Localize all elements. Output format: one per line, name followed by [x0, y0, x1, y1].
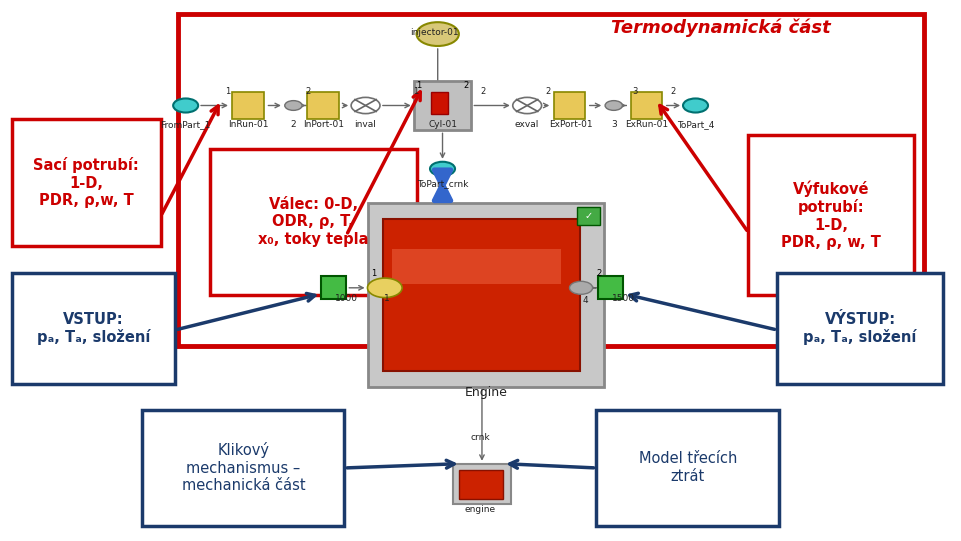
- Text: 2: 2: [463, 81, 468, 90]
- Circle shape: [430, 162, 455, 176]
- Text: crnk: crnk: [470, 433, 489, 441]
- Text: 1: 1: [412, 87, 418, 96]
- Text: Cyl-01: Cyl-01: [428, 120, 456, 129]
- Text: engine: engine: [464, 505, 495, 514]
- Text: 1: 1: [416, 81, 421, 90]
- Bar: [233, 92, 263, 119]
- Text: 3: 3: [631, 87, 637, 96]
- Circle shape: [569, 281, 592, 294]
- Text: 2: 2: [480, 87, 485, 96]
- Bar: [458, 470, 503, 499]
- Bar: [392, 249, 560, 284]
- Text: Sací potrubí:
1-D,
PDR, ρ,w, T: Sací potrubí: 1-D, PDR, ρ,w, T: [34, 157, 138, 208]
- Text: Model třecích
ztrát: Model třecích ztrát: [638, 452, 736, 484]
- Text: 1: 1: [383, 294, 389, 303]
- Text: InRun-01: InRun-01: [228, 120, 268, 129]
- FancyBboxPatch shape: [596, 410, 778, 526]
- Text: 2: 2: [545, 87, 551, 96]
- Circle shape: [416, 22, 458, 46]
- Bar: [630, 92, 661, 119]
- Text: Výfukové
potrubí:
1-D,
PDR, ρ, w, T: Výfukové potrubí: 1-D, PDR, ρ, w, T: [780, 180, 880, 250]
- Text: 2: 2: [596, 269, 601, 278]
- FancyBboxPatch shape: [413, 81, 471, 130]
- Text: Klikový
mechanismus –
mechanická část: Klikový mechanismus – mechanická část: [182, 443, 305, 493]
- FancyBboxPatch shape: [12, 119, 160, 246]
- Text: 2: 2: [305, 87, 310, 96]
- Circle shape: [512, 97, 541, 114]
- FancyBboxPatch shape: [178, 14, 923, 346]
- Text: InPort-01: InPort-01: [303, 120, 343, 129]
- Circle shape: [173, 98, 198, 113]
- Bar: [382, 219, 579, 371]
- Text: Engine: Engine: [464, 386, 506, 399]
- Text: 1: 1: [371, 269, 376, 278]
- Text: ToPart_4: ToPart_4: [677, 120, 713, 129]
- Text: 3: 3: [610, 120, 616, 129]
- Text: Válec: 0-D,
ODR, ρ, T,
x₀, toky tepla: Válec: 0-D, ODR, ρ, T, x₀, toky tepla: [258, 197, 368, 247]
- Text: 2: 2: [670, 87, 676, 96]
- Text: VÝSTUP:
pₐ, Tₐ, složení: VÝSTUP: pₐ, Tₐ, složení: [802, 312, 916, 346]
- FancyBboxPatch shape: [453, 464, 510, 504]
- Circle shape: [351, 97, 380, 114]
- Text: exval: exval: [514, 120, 539, 129]
- FancyBboxPatch shape: [12, 273, 175, 384]
- Bar: [554, 92, 584, 119]
- Text: FromPart_1: FromPart_1: [160, 120, 210, 129]
- Circle shape: [284, 101, 302, 110]
- Text: injector-01: injector-01: [410, 28, 458, 37]
- Text: VSTUP:
pₐ, Tₐ, složení: VSTUP: pₐ, Tₐ, složení: [37, 312, 150, 346]
- FancyBboxPatch shape: [368, 203, 604, 387]
- Text: ExPort-01: ExPort-01: [549, 120, 593, 129]
- FancyBboxPatch shape: [321, 276, 346, 299]
- Text: 1500: 1500: [611, 294, 634, 303]
- Text: 1: 1: [225, 87, 231, 96]
- FancyBboxPatch shape: [748, 135, 913, 295]
- Bar: [308, 92, 339, 119]
- Text: ToPart_crnk: ToPart_crnk: [416, 180, 468, 188]
- FancyBboxPatch shape: [598, 276, 623, 299]
- Circle shape: [682, 98, 707, 113]
- Text: 4: 4: [581, 296, 587, 305]
- Text: Termodynamická část: Termodynamická část: [610, 18, 829, 37]
- Circle shape: [367, 278, 402, 298]
- FancyBboxPatch shape: [776, 273, 942, 384]
- Text: 2: 2: [290, 120, 296, 129]
- FancyBboxPatch shape: [142, 410, 344, 526]
- Text: ExRun-01: ExRun-01: [625, 120, 667, 129]
- FancyBboxPatch shape: [577, 207, 600, 225]
- Text: 1000: 1000: [334, 294, 357, 303]
- Text: inval: inval: [355, 120, 376, 129]
- Text: ✓: ✓: [584, 211, 592, 221]
- Circle shape: [604, 101, 622, 110]
- FancyBboxPatch shape: [209, 149, 416, 295]
- FancyBboxPatch shape: [431, 92, 448, 114]
